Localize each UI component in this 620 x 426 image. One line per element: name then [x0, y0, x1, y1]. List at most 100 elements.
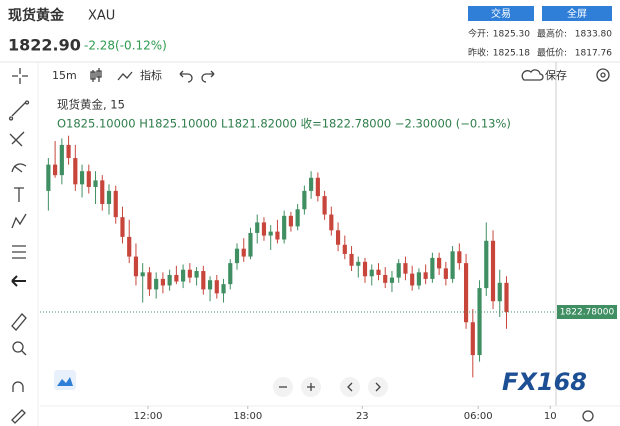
- price-change: -2.28(-0.12%): [84, 39, 167, 53]
- candle-body: [356, 261, 361, 266]
- prediction-tool[interactable]: [12, 245, 26, 259]
- stat-value: 1825.18: [493, 49, 530, 59]
- candle-body: [214, 280, 219, 294]
- drawing-tools: [8, 62, 39, 426]
- candle-body: [288, 215, 293, 227]
- candle-body: [457, 251, 462, 264]
- candle-body: [106, 190, 112, 205]
- stat-value: 1833.80: [575, 30, 612, 40]
- back-tool[interactable]: [11, 275, 26, 287]
- interval[interactable]: 15m: [52, 69, 77, 82]
- indicators-button[interactable]: 指标: [140, 68, 162, 82]
- layout-button[interactable]: [54, 370, 76, 390]
- candle-body: [181, 269, 186, 282]
- candle-body: [497, 282, 502, 302]
- fib-tool[interactable]: [9, 131, 25, 147]
- candle-body: [59, 144, 64, 176]
- scroll-right-icon: [375, 382, 381, 392]
- brush-tool[interactable]: [11, 163, 27, 173]
- candle-body: [477, 288, 482, 356]
- ohlc-readout: O1825.10000 H1825.10000 L1821.82000 收=18…: [57, 117, 511, 131]
- candle-body: [309, 177, 314, 191]
- cloud-icon[interactable]: [521, 69, 544, 81]
- fullscreen-button[interactable]: [542, 6, 612, 21]
- stat-label: 最高价:: [537, 28, 567, 40]
- candle-body: [329, 214, 334, 231]
- candle-body: [383, 274, 388, 283]
- candle-body: [335, 230, 341, 245]
- candle-body: [201, 271, 206, 290]
- scroll-left[interactable]: [340, 377, 360, 397]
- candle-body: [295, 209, 300, 227]
- candle-body: [140, 272, 145, 277]
- pattern-tool[interactable]: [11, 213, 27, 229]
- candle-body: [362, 261, 368, 277]
- zoom-in-icon: [307, 383, 315, 391]
- last-price-label: 1822.78000: [560, 308, 615, 318]
- candle-body: [187, 269, 192, 278]
- zoom-tool-handle: [21, 350, 27, 356]
- candle-body: [53, 164, 58, 176]
- undo[interactable]: [179, 70, 193, 83]
- lock-tool[interactable]: [11, 409, 26, 424]
- scroll-left-icon: [347, 382, 353, 392]
- candle-body: [315, 177, 320, 197]
- candle-body: [450, 251, 455, 279]
- last-price-tag: [557, 305, 617, 319]
- candle-body: [86, 171, 91, 187]
- candle-body: [282, 215, 287, 240]
- axis-settings[interactable]: [582, 410, 594, 422]
- price: 1822.90: [8, 36, 81, 55]
- stat-value: 1825.30: [493, 30, 530, 40]
- instrument-name: 现货黄金: [8, 7, 65, 24]
- candle-body: [349, 253, 354, 266]
- ruler-tool[interactable]: [11, 313, 27, 331]
- scroll-right[interactable]: [368, 377, 388, 397]
- layout-icon: [57, 377, 73, 386]
- text-tool[interactable]: [14, 187, 24, 202]
- candle-body: [322, 196, 327, 215]
- indicator-icon[interactable]: [117, 71, 133, 81]
- candles: [46, 135, 509, 378]
- candle-body: [167, 274, 172, 286]
- x-tick-label: 23: [356, 411, 369, 422]
- candle-body: [66, 144, 71, 159]
- fullscreen-button-label[interactable]: 全屏: [567, 7, 587, 20]
- redo[interactable]: [201, 70, 215, 83]
- chart-type-button[interactable]: [90, 68, 102, 82]
- zoom-tool[interactable]: [12, 341, 24, 353]
- candle-body: [127, 236, 132, 257]
- candle-body: [376, 269, 381, 275]
- candle-body: [255, 222, 260, 233]
- candle-body: [437, 257, 442, 269]
- legend-title: 现货黄金, 15: [57, 98, 125, 112]
- candle-body: [113, 190, 118, 218]
- candle-body: [228, 263, 233, 285]
- stat-label: 昨收:: [468, 47, 489, 59]
- candle-body: [410, 273, 415, 286]
- trade-button[interactable]: [468, 6, 534, 21]
- candle-body: [160, 278, 165, 286]
- magnet-tool[interactable]: [12, 381, 24, 392]
- stat-label: 今开:: [468, 28, 489, 40]
- trade-button-label[interactable]: 交易: [491, 7, 511, 20]
- candle-body: [504, 282, 509, 312]
- candle-body: [154, 278, 159, 290]
- candle-body: [484, 240, 489, 289]
- watermark: FX168: [502, 368, 587, 396]
- candle-body: [396, 263, 401, 278]
- settings-center: [600, 72, 606, 78]
- candle-body: [463, 263, 469, 323]
- settings[interactable]: [596, 68, 610, 82]
- trend-line-tool[interactable]: [8, 100, 30, 121]
- candle-body: [470, 322, 475, 356]
- crosshair-tool[interactable]: [12, 68, 28, 84]
- candle-body: [221, 284, 226, 294]
- stat-value: 1817.76: [575, 49, 612, 59]
- candle-body: [234, 248, 240, 264]
- candle-body: [403, 263, 408, 274]
- candle-body: [79, 171, 85, 185]
- symbol: XAU: [88, 9, 115, 24]
